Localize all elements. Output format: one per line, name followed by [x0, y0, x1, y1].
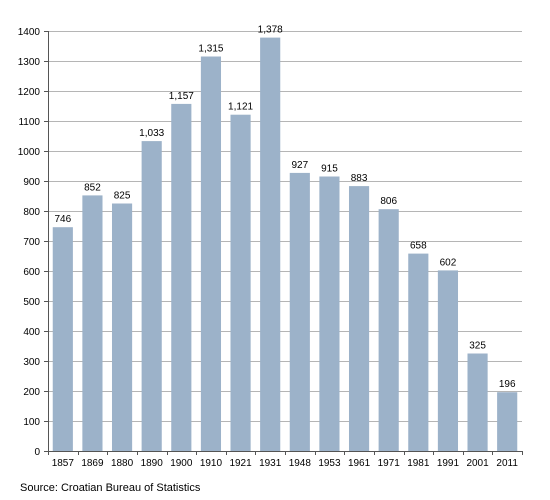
data-label: 927	[291, 160, 308, 171]
bar	[200, 56, 222, 451]
data-label: 1,378	[258, 25, 283, 36]
data-label: 852	[84, 182, 101, 193]
x-tick-label: 1991	[437, 458, 460, 469]
y-tick-label: 1300	[18, 57, 41, 68]
bar	[52, 227, 73, 451]
y-tick-label: 400	[23, 327, 40, 338]
y-tick-label: 1100	[18, 117, 40, 128]
y-tick-label: 1400	[18, 27, 41, 38]
data-label: 883	[351, 173, 368, 184]
bar	[319, 176, 340, 451]
y-tick-label: 1200	[18, 87, 41, 98]
bar	[408, 253, 429, 451]
axes	[44, 31, 523, 455]
data-label: 825	[114, 191, 131, 202]
bar	[467, 353, 488, 451]
x-tick-label: 1948	[289, 458, 312, 469]
data-label: 1,121	[228, 102, 253, 113]
x-tick-label: 1961	[348, 458, 371, 469]
bar	[82, 195, 103, 451]
x-tick-label: 1953	[318, 458, 341, 469]
bars	[52, 37, 518, 452]
bar	[437, 270, 459, 451]
bar	[378, 209, 399, 451]
x-tick-label: 1857	[52, 458, 75, 469]
data-label: 1,315	[198, 44, 223, 55]
y-tick-label: 0	[34, 447, 40, 458]
y-tick-label: 900	[23, 177, 40, 188]
bar	[497, 392, 518, 451]
x-tick-label: 1880	[111, 458, 134, 469]
data-label: 746	[54, 214, 71, 225]
y-tick-label: 100	[23, 417, 40, 428]
y-tick-label: 700	[23, 237, 40, 248]
data-label: 915	[321, 164, 338, 175]
x-tick-label: 1900	[170, 458, 193, 469]
bar	[171, 103, 192, 452]
bar	[289, 172, 310, 451]
x-tick-label: 2001	[466, 458, 489, 469]
data-label: 325	[469, 341, 486, 352]
bar	[141, 141, 162, 451]
x-tick-label: 1971	[378, 458, 401, 469]
data-label: 1,033	[139, 128, 164, 139]
y-tick-label: 500	[23, 297, 40, 308]
y-tick-label: 800	[23, 207, 40, 218]
bar	[111, 203, 133, 451]
data-label: 806	[380, 196, 397, 207]
x-tick-label: 1910	[200, 458, 223, 469]
data-label: 658	[410, 241, 427, 252]
data-label: 1,157	[169, 91, 194, 102]
bar	[260, 37, 281, 451]
x-tick-label: 1869	[81, 458, 104, 469]
y-tick-label: 600	[23, 267, 40, 278]
y-tick-label: 300	[23, 357, 40, 368]
data-label: 196	[499, 379, 516, 390]
bar	[348, 186, 370, 451]
source-note: Source: Croatian Bureau of Statistics	[20, 482, 201, 494]
bar	[230, 114, 251, 451]
x-tick-label: 2011	[496, 458, 518, 469]
data-label: 602	[440, 257, 457, 268]
x-tick-label: 1921	[229, 458, 252, 469]
x-tick-label: 1931	[259, 458, 282, 469]
y-tick-label: 200	[23, 387, 40, 398]
x-tick-label: 1981	[407, 458, 430, 469]
y-tick-label: 1000	[18, 147, 41, 158]
x-tick-label: 1890	[141, 458, 164, 469]
labels: 0 100 200 300 400 500 600 700 800 900 1000 1100 1200…	[18, 25, 519, 469]
